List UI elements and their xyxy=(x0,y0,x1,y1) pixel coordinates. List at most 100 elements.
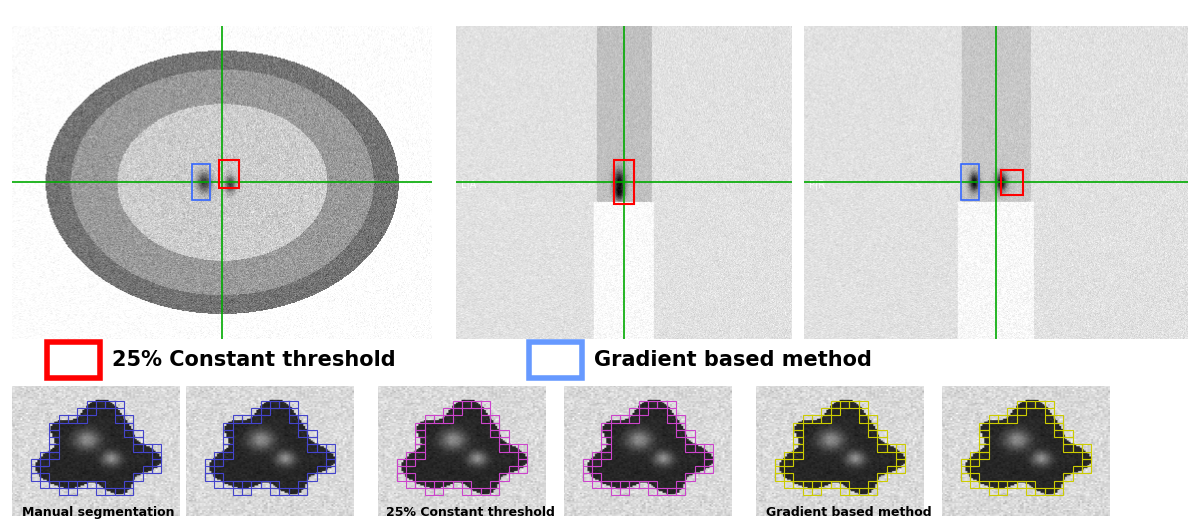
Bar xyxy=(415,430,425,437)
Bar xyxy=(1063,444,1073,452)
Bar xyxy=(1063,430,1073,437)
Bar xyxy=(601,422,611,430)
Bar xyxy=(317,466,326,473)
Bar xyxy=(481,488,490,495)
Bar xyxy=(192,164,210,200)
Bar xyxy=(695,466,704,473)
Bar xyxy=(406,481,415,488)
Bar xyxy=(415,481,425,488)
Bar xyxy=(821,408,830,416)
Bar xyxy=(648,488,658,495)
Bar xyxy=(793,481,803,488)
Bar xyxy=(223,444,233,452)
Bar xyxy=(611,488,620,495)
Bar xyxy=(1063,473,1073,481)
Bar xyxy=(490,488,499,495)
Bar xyxy=(298,488,307,495)
Bar xyxy=(614,160,634,204)
Bar xyxy=(77,481,86,488)
Bar xyxy=(115,408,124,416)
Bar xyxy=(462,488,472,495)
Bar xyxy=(1054,481,1063,488)
Bar xyxy=(518,459,527,466)
Bar xyxy=(31,466,40,473)
Bar xyxy=(601,437,611,444)
Bar xyxy=(77,408,86,416)
Bar xyxy=(124,481,133,488)
Text: L: L xyxy=(14,180,20,190)
Bar xyxy=(812,481,821,488)
Bar xyxy=(793,452,803,459)
Bar xyxy=(509,466,518,473)
Bar xyxy=(490,430,499,437)
Bar xyxy=(998,416,1007,422)
Bar xyxy=(868,416,877,422)
Bar xyxy=(298,430,307,437)
Bar xyxy=(397,473,406,481)
Bar xyxy=(49,444,59,452)
Bar xyxy=(443,481,452,488)
Bar xyxy=(667,416,676,422)
Bar xyxy=(1082,459,1091,466)
Bar xyxy=(518,452,527,459)
Bar xyxy=(415,452,425,459)
Bar xyxy=(803,416,812,422)
Bar xyxy=(601,481,611,488)
Bar xyxy=(812,488,821,495)
Bar xyxy=(59,416,68,422)
Bar xyxy=(434,488,443,495)
Bar xyxy=(425,488,434,495)
Bar xyxy=(1007,416,1016,422)
Bar xyxy=(667,401,676,408)
Bar xyxy=(1082,466,1091,473)
Bar xyxy=(233,481,242,488)
Bar xyxy=(49,422,59,430)
Bar xyxy=(397,459,406,466)
Bar xyxy=(979,481,989,488)
Bar xyxy=(793,444,803,452)
Bar xyxy=(289,401,298,408)
Bar xyxy=(1045,416,1054,422)
Bar xyxy=(979,444,989,452)
Bar xyxy=(704,466,713,473)
Bar xyxy=(406,459,415,466)
Bar xyxy=(775,466,784,473)
Bar xyxy=(1054,488,1063,495)
Bar xyxy=(59,481,68,488)
Bar xyxy=(270,488,280,495)
Bar xyxy=(434,416,443,422)
Bar xyxy=(77,416,86,422)
Bar xyxy=(443,416,452,422)
Bar xyxy=(868,488,877,495)
Text: Manual segmentation: Manual segmentation xyxy=(22,506,175,519)
Bar xyxy=(1001,170,1022,195)
Bar xyxy=(775,459,784,466)
Bar xyxy=(152,444,161,452)
Bar xyxy=(49,437,59,444)
Bar xyxy=(124,416,133,422)
Bar xyxy=(896,466,905,473)
Bar xyxy=(499,473,509,481)
Bar xyxy=(583,473,592,481)
Bar xyxy=(260,408,270,416)
Bar xyxy=(280,401,289,408)
Bar xyxy=(96,481,106,488)
Bar xyxy=(667,408,676,416)
Bar xyxy=(452,408,462,416)
Bar xyxy=(270,481,280,488)
Bar xyxy=(452,481,462,488)
Bar xyxy=(583,459,592,466)
Bar xyxy=(961,459,970,466)
Bar xyxy=(133,444,143,452)
Bar xyxy=(704,452,713,459)
Bar xyxy=(307,437,317,444)
Bar xyxy=(205,466,214,473)
Bar xyxy=(601,444,611,452)
Bar xyxy=(481,401,490,408)
Bar xyxy=(803,488,812,495)
Bar xyxy=(1054,422,1063,430)
Bar xyxy=(242,416,251,422)
Bar xyxy=(1026,488,1036,495)
Bar xyxy=(658,401,667,408)
Bar xyxy=(629,416,638,422)
